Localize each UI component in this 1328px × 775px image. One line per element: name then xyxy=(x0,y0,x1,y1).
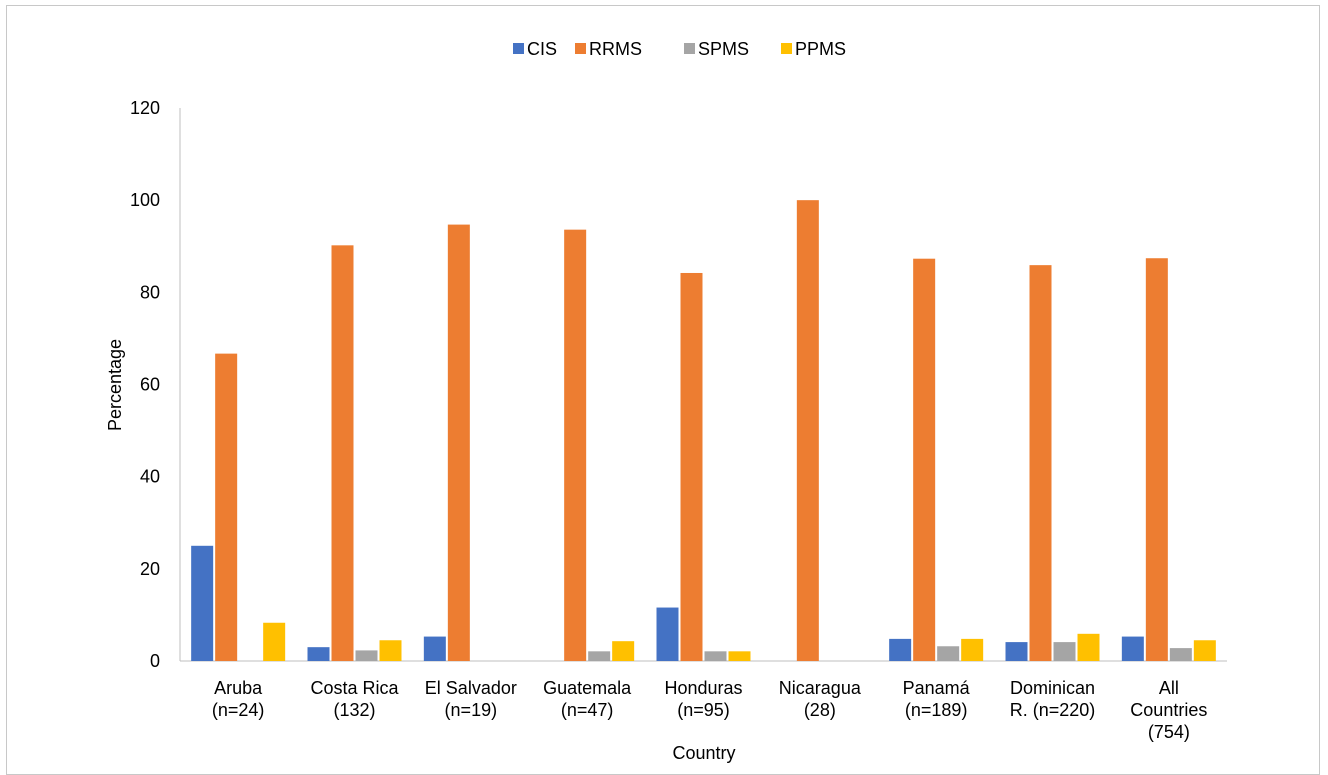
x-category-label: All Countries (754) xyxy=(1130,678,1207,742)
legend-item-cis: CIS xyxy=(513,39,557,59)
x-axis-title: Country xyxy=(672,743,735,763)
legend-label: SPMS xyxy=(698,39,749,59)
legend-item-spms: SPMS xyxy=(684,39,749,59)
bar-spms xyxy=(355,650,378,661)
bar-spms xyxy=(1169,648,1192,661)
bar-ppms xyxy=(728,651,751,661)
x-category-label: Honduras (n=95) xyxy=(664,678,742,720)
bar-cis xyxy=(1005,642,1028,661)
legend-label: RRMS xyxy=(589,39,642,59)
chart-legend: CIS RRMS SPMS PPMS xyxy=(513,39,846,59)
legend-item-ppms: PPMS xyxy=(781,39,846,59)
bar-cis xyxy=(191,545,214,661)
bar-ppms xyxy=(1077,633,1100,661)
bar-rrms xyxy=(1029,265,1052,661)
x-axis-category-labels: Aruba (n=24) Costa Rica (132) El Salvador (n=… xyxy=(212,678,1207,742)
bar-rrms xyxy=(447,224,470,662)
bar-spms xyxy=(937,646,960,661)
bar-cis xyxy=(1121,636,1144,661)
bar-ppms xyxy=(263,622,286,661)
legend-label: CIS xyxy=(527,39,557,59)
bar-spms xyxy=(704,651,727,661)
x-category-label: Panamá (n=189) xyxy=(903,678,971,720)
bar-rrms xyxy=(913,258,936,661)
legend-swatch xyxy=(513,43,524,54)
bar-cis xyxy=(889,638,912,661)
legend-item-rrms: RRMS xyxy=(575,39,642,59)
y-tick-label: 20 xyxy=(140,559,160,579)
x-category-label: Nicaragua (28) xyxy=(779,678,862,720)
y-tick-label: 120 xyxy=(130,98,160,118)
legend-swatch xyxy=(575,43,586,54)
bar-spms xyxy=(1053,642,1076,661)
bar-ppms xyxy=(961,638,984,661)
y-tick-label: 40 xyxy=(140,467,160,487)
bar-cis xyxy=(307,647,330,661)
bar-spms xyxy=(588,651,611,661)
legend-label: PPMS xyxy=(795,39,846,59)
y-tick-label: 80 xyxy=(140,282,160,302)
x-category-label: Guatemala (n=47) xyxy=(543,678,632,720)
y-axis-title: Percentage xyxy=(105,339,125,431)
bar-rrms xyxy=(680,272,703,661)
bar-ppms xyxy=(1193,640,1216,661)
legend-swatch xyxy=(781,43,792,54)
bar-cis xyxy=(423,636,446,661)
bar-rrms xyxy=(796,200,819,661)
bar-rrms xyxy=(331,245,354,661)
bar-ppms xyxy=(379,640,402,661)
legend-swatch xyxy=(684,43,695,54)
y-axis-ticks: 0 20 40 60 80 100 120 xyxy=(130,98,160,671)
y-tick-label: 60 xyxy=(140,375,160,395)
x-category-label: Aruba (n=24) xyxy=(212,678,265,720)
bar-rrms xyxy=(1145,258,1168,661)
x-category-label: Dominican R. (n=220) xyxy=(1010,678,1096,720)
y-tick-label: 0 xyxy=(150,651,160,671)
bar-rrms xyxy=(564,229,587,661)
bar-rrms xyxy=(215,353,238,661)
x-category-label: Costa Rica (132) xyxy=(310,678,399,720)
bars-group xyxy=(191,200,1216,662)
bar-ppms xyxy=(612,641,635,661)
x-category-label: El Salvador (n=19) xyxy=(425,678,517,720)
y-tick-label: 100 xyxy=(130,190,160,210)
bar-cis xyxy=(656,607,679,661)
